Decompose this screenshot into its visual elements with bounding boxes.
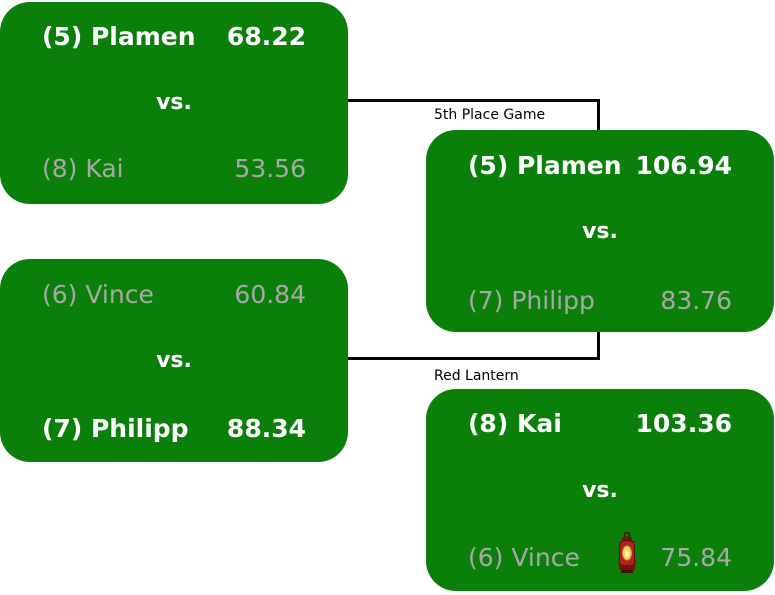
matchup-1: (5) Plamen 68.22 vs. (8) Kai 53.56: [0, 2, 348, 204]
team-name: (7) Philipp: [42, 413, 189, 443]
vs-label: vs.: [582, 219, 618, 244]
matchup-2-bottom-team: (7) Philipp 88.34: [42, 410, 306, 446]
team-name: (6) Vince: [42, 279, 154, 309]
red-lantern-icon: [618, 532, 636, 573]
red-lantern-bottom-team: (6) Vince 75.84: [468, 539, 732, 575]
team-name: (7) Philipp: [468, 285, 595, 315]
team-score: 83.76: [660, 285, 732, 315]
matchup-1-bottom-team: (8) Kai 53.56: [42, 150, 306, 186]
fifth-place-top-team: (5) Plamen 106.94: [468, 147, 732, 183]
team-score: 88.34: [226, 413, 306, 443]
bracket-connector-bottom: [348, 357, 600, 360]
vs-label: vs.: [156, 348, 192, 373]
team-name: (8) Kai: [468, 408, 562, 438]
bracket-connector-top: [348, 99, 600, 102]
matchup-2: (6) Vince 60.84 vs. (7) Philipp 88.34: [0, 259, 348, 462]
matchup-fifth-place: (5) Plamen 106.94 vs. (7) Philipp 83.76: [426, 130, 774, 332]
red-lantern-top-team: (8) Kai 103.36: [468, 405, 732, 441]
team-score: 60.84: [234, 279, 306, 309]
team-score: 75.84: [660, 542, 732, 572]
team-name: (8) Kai: [42, 153, 124, 183]
bracket-connector-top-drop: [597, 99, 600, 131]
team-name: (5) Plamen: [468, 150, 622, 180]
red-lantern-label: Red Lantern: [434, 368, 519, 384]
vs-label: vs.: [156, 90, 192, 115]
team-name: (6) Vince: [468, 542, 580, 572]
vs-label: vs.: [582, 478, 618, 503]
bracket-connector-bottom-rise: [597, 332, 600, 360]
matchup-1-top-team: (5) Plamen 68.22: [42, 18, 306, 54]
team-score: 106.94: [635, 150, 732, 180]
team-name: (5) Plamen: [42, 21, 196, 51]
fifth-place-game-label: 5th Place Game: [434, 107, 546, 123]
matchup-2-top-team: (6) Vince 60.84: [42, 276, 306, 312]
team-score: 53.56: [234, 153, 306, 183]
team-score: 103.36: [635, 408, 732, 438]
matchup-red-lantern: (8) Kai 103.36 vs. (6) Vince 75.84: [426, 389, 774, 591]
team-score: 68.22: [226, 21, 306, 51]
fifth-place-bottom-team: (7) Philipp 83.76: [468, 282, 732, 318]
